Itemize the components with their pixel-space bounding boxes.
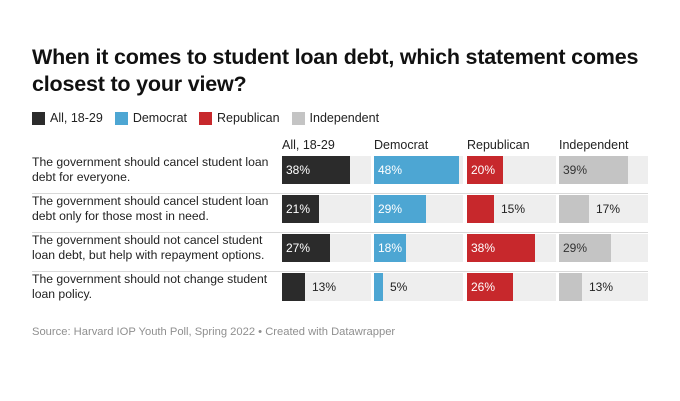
legend-item-all-18-29: All, 18-29 <box>32 111 103 125</box>
column-header-all-18-29: All, 18-29 <box>282 138 335 152</box>
bar-democrat <box>374 273 383 301</box>
data-label: 13% <box>312 280 337 294</box>
legend: All, 18-29 Democrat Republican Independent <box>32 111 391 125</box>
row-label: The government should cancel student loa… <box>32 155 269 184</box>
source-note: Source: Harvard IOP Youth Poll, Spring 2… <box>32 326 396 338</box>
legend-swatch-democrat <box>114 111 128 125</box>
data-label: 21% <box>286 202 311 216</box>
bar-independent <box>559 156 628 184</box>
legend-label-all-18-29: All, 18-29 <box>50 111 103 125</box>
row-separator <box>32 232 648 233</box>
legend-swatch-republican <box>199 111 212 125</box>
chart-title: When it comes to student loan debt, whic… <box>32 45 639 96</box>
row-label: The government should not change student… <box>32 272 268 301</box>
column-header-democrat: Democrat <box>374 138 429 152</box>
data-label: 38% <box>471 241 496 255</box>
legend-item-democrat: Democrat <box>114 111 187 125</box>
row-label: The government should not cancel student… <box>32 233 265 262</box>
bar-republican <box>467 195 494 223</box>
data-label: 13% <box>589 280 614 294</box>
bar-all-18-29 <box>282 195 319 223</box>
bar-republican <box>467 273 513 301</box>
legend-label-republican: Republican <box>217 111 280 125</box>
bar-all-18-29 <box>282 156 350 184</box>
data-label: 27% <box>286 241 311 255</box>
column-header-independent: Independent <box>559 138 629 152</box>
bar-democrat <box>374 234 406 262</box>
bar-all-18-29 <box>282 273 305 301</box>
data-label: 5% <box>390 280 408 294</box>
data-label: 17% <box>596 202 621 216</box>
bar-all-18-29 <box>282 234 330 262</box>
data-label: 38% <box>286 163 311 177</box>
data-label: 29% <box>378 202 403 216</box>
data-label: 26% <box>471 280 496 294</box>
data-label: 48% <box>378 163 403 177</box>
data-label: 18% <box>378 241 403 255</box>
row-label: The government should cancel student loa… <box>32 194 269 223</box>
legend-label-independent: Independent <box>309 111 380 125</box>
bar-republican <box>467 156 503 184</box>
legend-swatch-independent <box>291 111 305 125</box>
legend-item-republican: Republican <box>199 111 280 125</box>
bar-republican <box>467 234 535 262</box>
row-separator <box>32 193 648 194</box>
bar-democrat <box>374 156 459 184</box>
legend-item-independent: Independent <box>291 111 380 125</box>
row-separator <box>32 271 648 272</box>
bar-independent <box>559 195 589 223</box>
data-label: 20% <box>471 163 496 177</box>
bar-track <box>374 273 463 301</box>
legend-label-democrat: Democrat <box>132 111 187 125</box>
bar-independent <box>559 234 611 262</box>
bar-democrat <box>374 195 426 223</box>
data-label: 29% <box>563 241 588 255</box>
data-label: 15% <box>501 202 526 216</box>
data-label: 39% <box>563 163 588 177</box>
bar-independent <box>559 273 582 301</box>
column-header-republican: Republican <box>467 138 530 152</box>
legend-swatch-all-18-29 <box>32 111 45 125</box>
